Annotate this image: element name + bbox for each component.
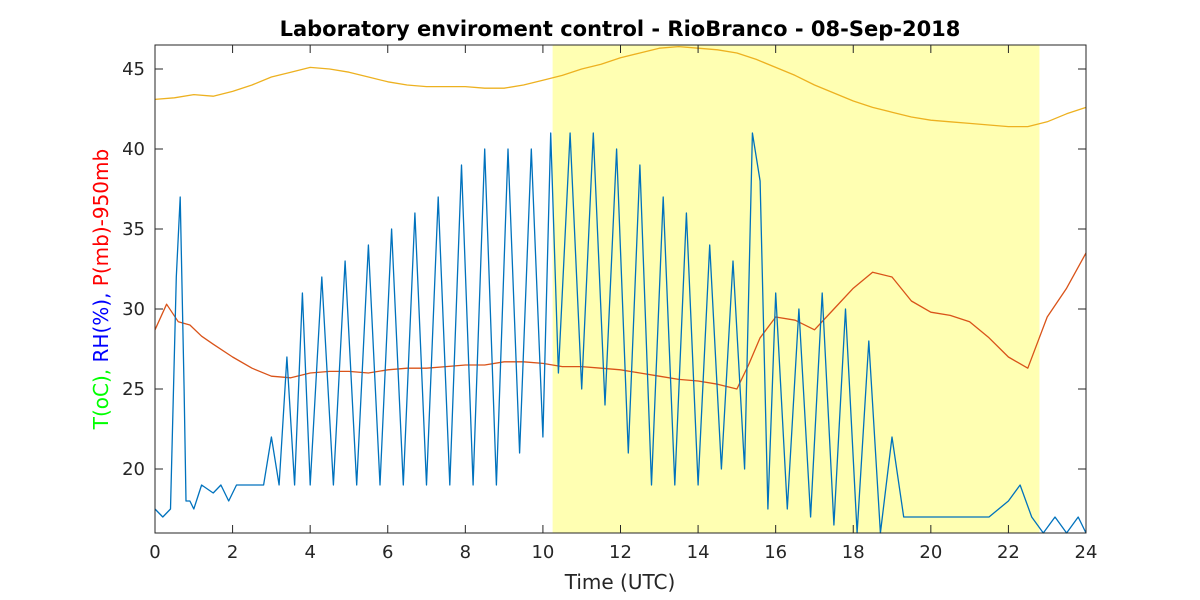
x-tick-label: 8	[460, 542, 471, 563]
y-label-part-1: T(oC),	[89, 362, 113, 430]
y-tick-label: 40	[122, 139, 145, 160]
shaded-region	[552, 45, 1040, 533]
series-line-1	[154, 45, 1087, 128]
x-tick-label: 18	[842, 542, 865, 563]
series-line-2	[154, 252, 1087, 390]
x-tick-label: 2	[227, 542, 238, 563]
x-tick-label: 22	[997, 542, 1020, 563]
series-layer	[154, 45, 1087, 534]
x-tick-label: 6	[382, 542, 393, 563]
y-tick-label: 25	[122, 379, 145, 400]
x-axis-label: Time (UTC)	[564, 570, 676, 594]
x-tick-label: 24	[1075, 542, 1098, 563]
series-line-3	[154, 132, 1087, 534]
x-tick-label: 4	[304, 542, 315, 563]
y-axis-label: T(oC), RH(%), P(mb)-950mb	[89, 149, 113, 430]
plot-frame	[154, 44, 1087, 534]
x-tick-label: 16	[764, 542, 787, 563]
x-tick-label: 20	[919, 542, 942, 563]
y-label-part-2: RH(%),	[89, 286, 113, 362]
x-tick-label: 14	[687, 542, 710, 563]
y-label-part-3: P(mb)-950mb	[89, 149, 113, 286]
y-tick-label: 20	[122, 459, 145, 480]
y-tick-label: 45	[122, 59, 145, 80]
x-tick-label: 10	[531, 542, 554, 563]
y-tick-label: 30	[122, 299, 145, 320]
x-tick-label: 0	[149, 542, 160, 563]
y-tick-label: 35	[122, 219, 145, 240]
x-tick-label: 12	[609, 542, 632, 563]
chart-title: Laboratory enviroment control - RioBranc…	[280, 17, 961, 41]
